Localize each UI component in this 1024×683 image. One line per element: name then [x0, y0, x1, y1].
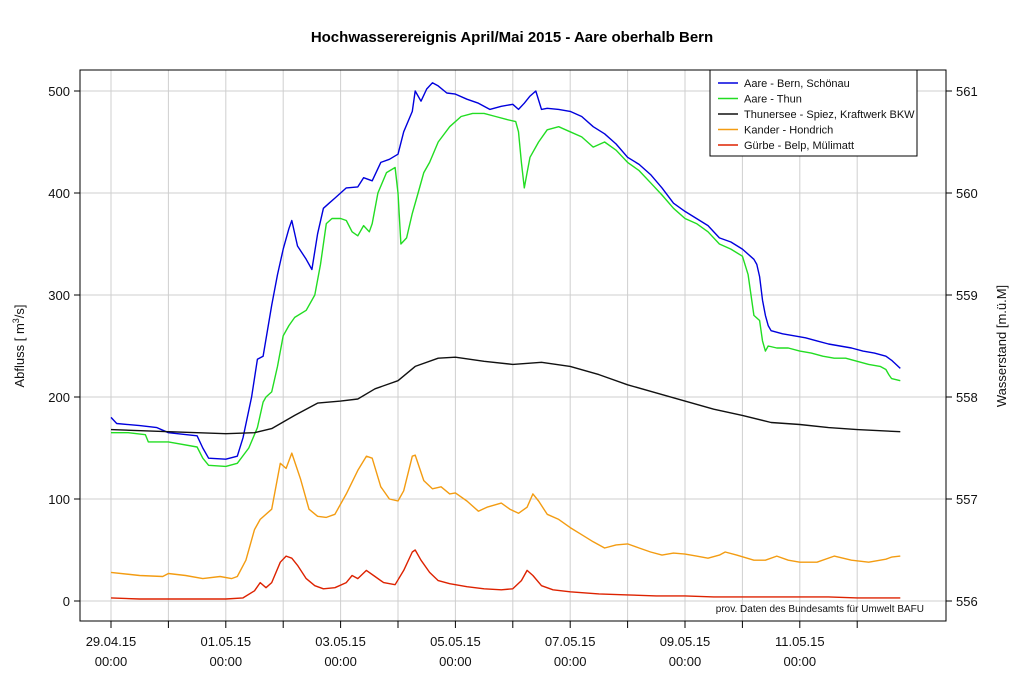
- legend-entry: Kander - Hondrich: [744, 125, 833, 137]
- y-tick-label-left: 500: [48, 84, 70, 99]
- x-tick-label-date: 11.05.15: [775, 634, 825, 649]
- y-axis-right-label: Wasserstand [m.ü.M]: [994, 285, 1009, 407]
- x-tick-label-date: 03.05.15: [315, 634, 366, 649]
- x-tick-label-date: 05.05.15: [430, 634, 481, 649]
- left-axis: 0 100 200 300 400 500: [48, 84, 80, 609]
- x-tick-label-date: 09.05.15: [660, 634, 711, 649]
- series-line-3: [110, 356, 901, 435]
- y-axis-left-label: Abfluss [ m3/s]: [11, 304, 27, 387]
- source-note: prov. Daten des Bundesamts für Umwelt BA…: [716, 604, 924, 615]
- series-line-1: [110, 82, 901, 460]
- right-axis: 556 557 558 559 560 561: [946, 84, 978, 609]
- x-tick-label-time: 00:00: [784, 654, 817, 669]
- y-tick-label-left: 200: [48, 390, 70, 405]
- y-tick-label-right: 559: [956, 288, 978, 303]
- x-axis: 29.04.15 00:00 01.05.15 00:00 03.05.15 00:00 0…: [86, 621, 858, 669]
- y-tick-label-right: 556: [956, 594, 978, 609]
- x-tick-label-time: 00:00: [210, 654, 243, 669]
- x-tick-label-time: 00:00: [95, 654, 128, 669]
- x-tick-label-time: 00:00: [439, 654, 472, 669]
- legend-box: [709, 69, 918, 157]
- y-tick-label-left: 300: [48, 288, 70, 303]
- series-lines: [110, 82, 901, 600]
- y-tick-label-right: 557: [956, 492, 978, 507]
- y-tick-label-right: 560: [956, 186, 978, 201]
- y-tick-label-right: 558: [956, 390, 978, 405]
- x-tick-label-date: 07.05.15: [545, 634, 596, 649]
- series-line-4: [110, 452, 901, 580]
- x-tick-label-time: 00:00: [554, 654, 587, 669]
- y-tick-label-left: 0: [63, 594, 70, 609]
- x-tick-label-date: 29.04.15: [86, 634, 137, 649]
- legend: Aare - Bern, Schönau Aare - Thun Thunersee…: [709, 69, 918, 157]
- y-tick-label-right: 561: [956, 84, 978, 99]
- series-line-5: [110, 549, 901, 600]
- y-tick-label-left: 100: [48, 492, 70, 507]
- y-tick-label-left: 400: [48, 186, 70, 201]
- series-line-2: [111, 112, 901, 468]
- legend-entry: Aare - Bern, Schönau: [744, 78, 850, 90]
- x-tick-label-date: 01.05.15: [200, 634, 251, 649]
- legend-entry: Aare - Thun: [744, 94, 802, 106]
- legend-entry: Gürbe - Belp, Mülimatt: [744, 140, 854, 152]
- x-tick-label-time: 00:00: [669, 654, 702, 669]
- chart-title: Hochwasserereignis April/Mai 2015 - Aare…: [311, 29, 713, 46]
- legend-entry: Thunersee - Spiez, Kraftwerk BKW: [744, 109, 915, 121]
- x-tick-label-time: 00:00: [324, 654, 357, 669]
